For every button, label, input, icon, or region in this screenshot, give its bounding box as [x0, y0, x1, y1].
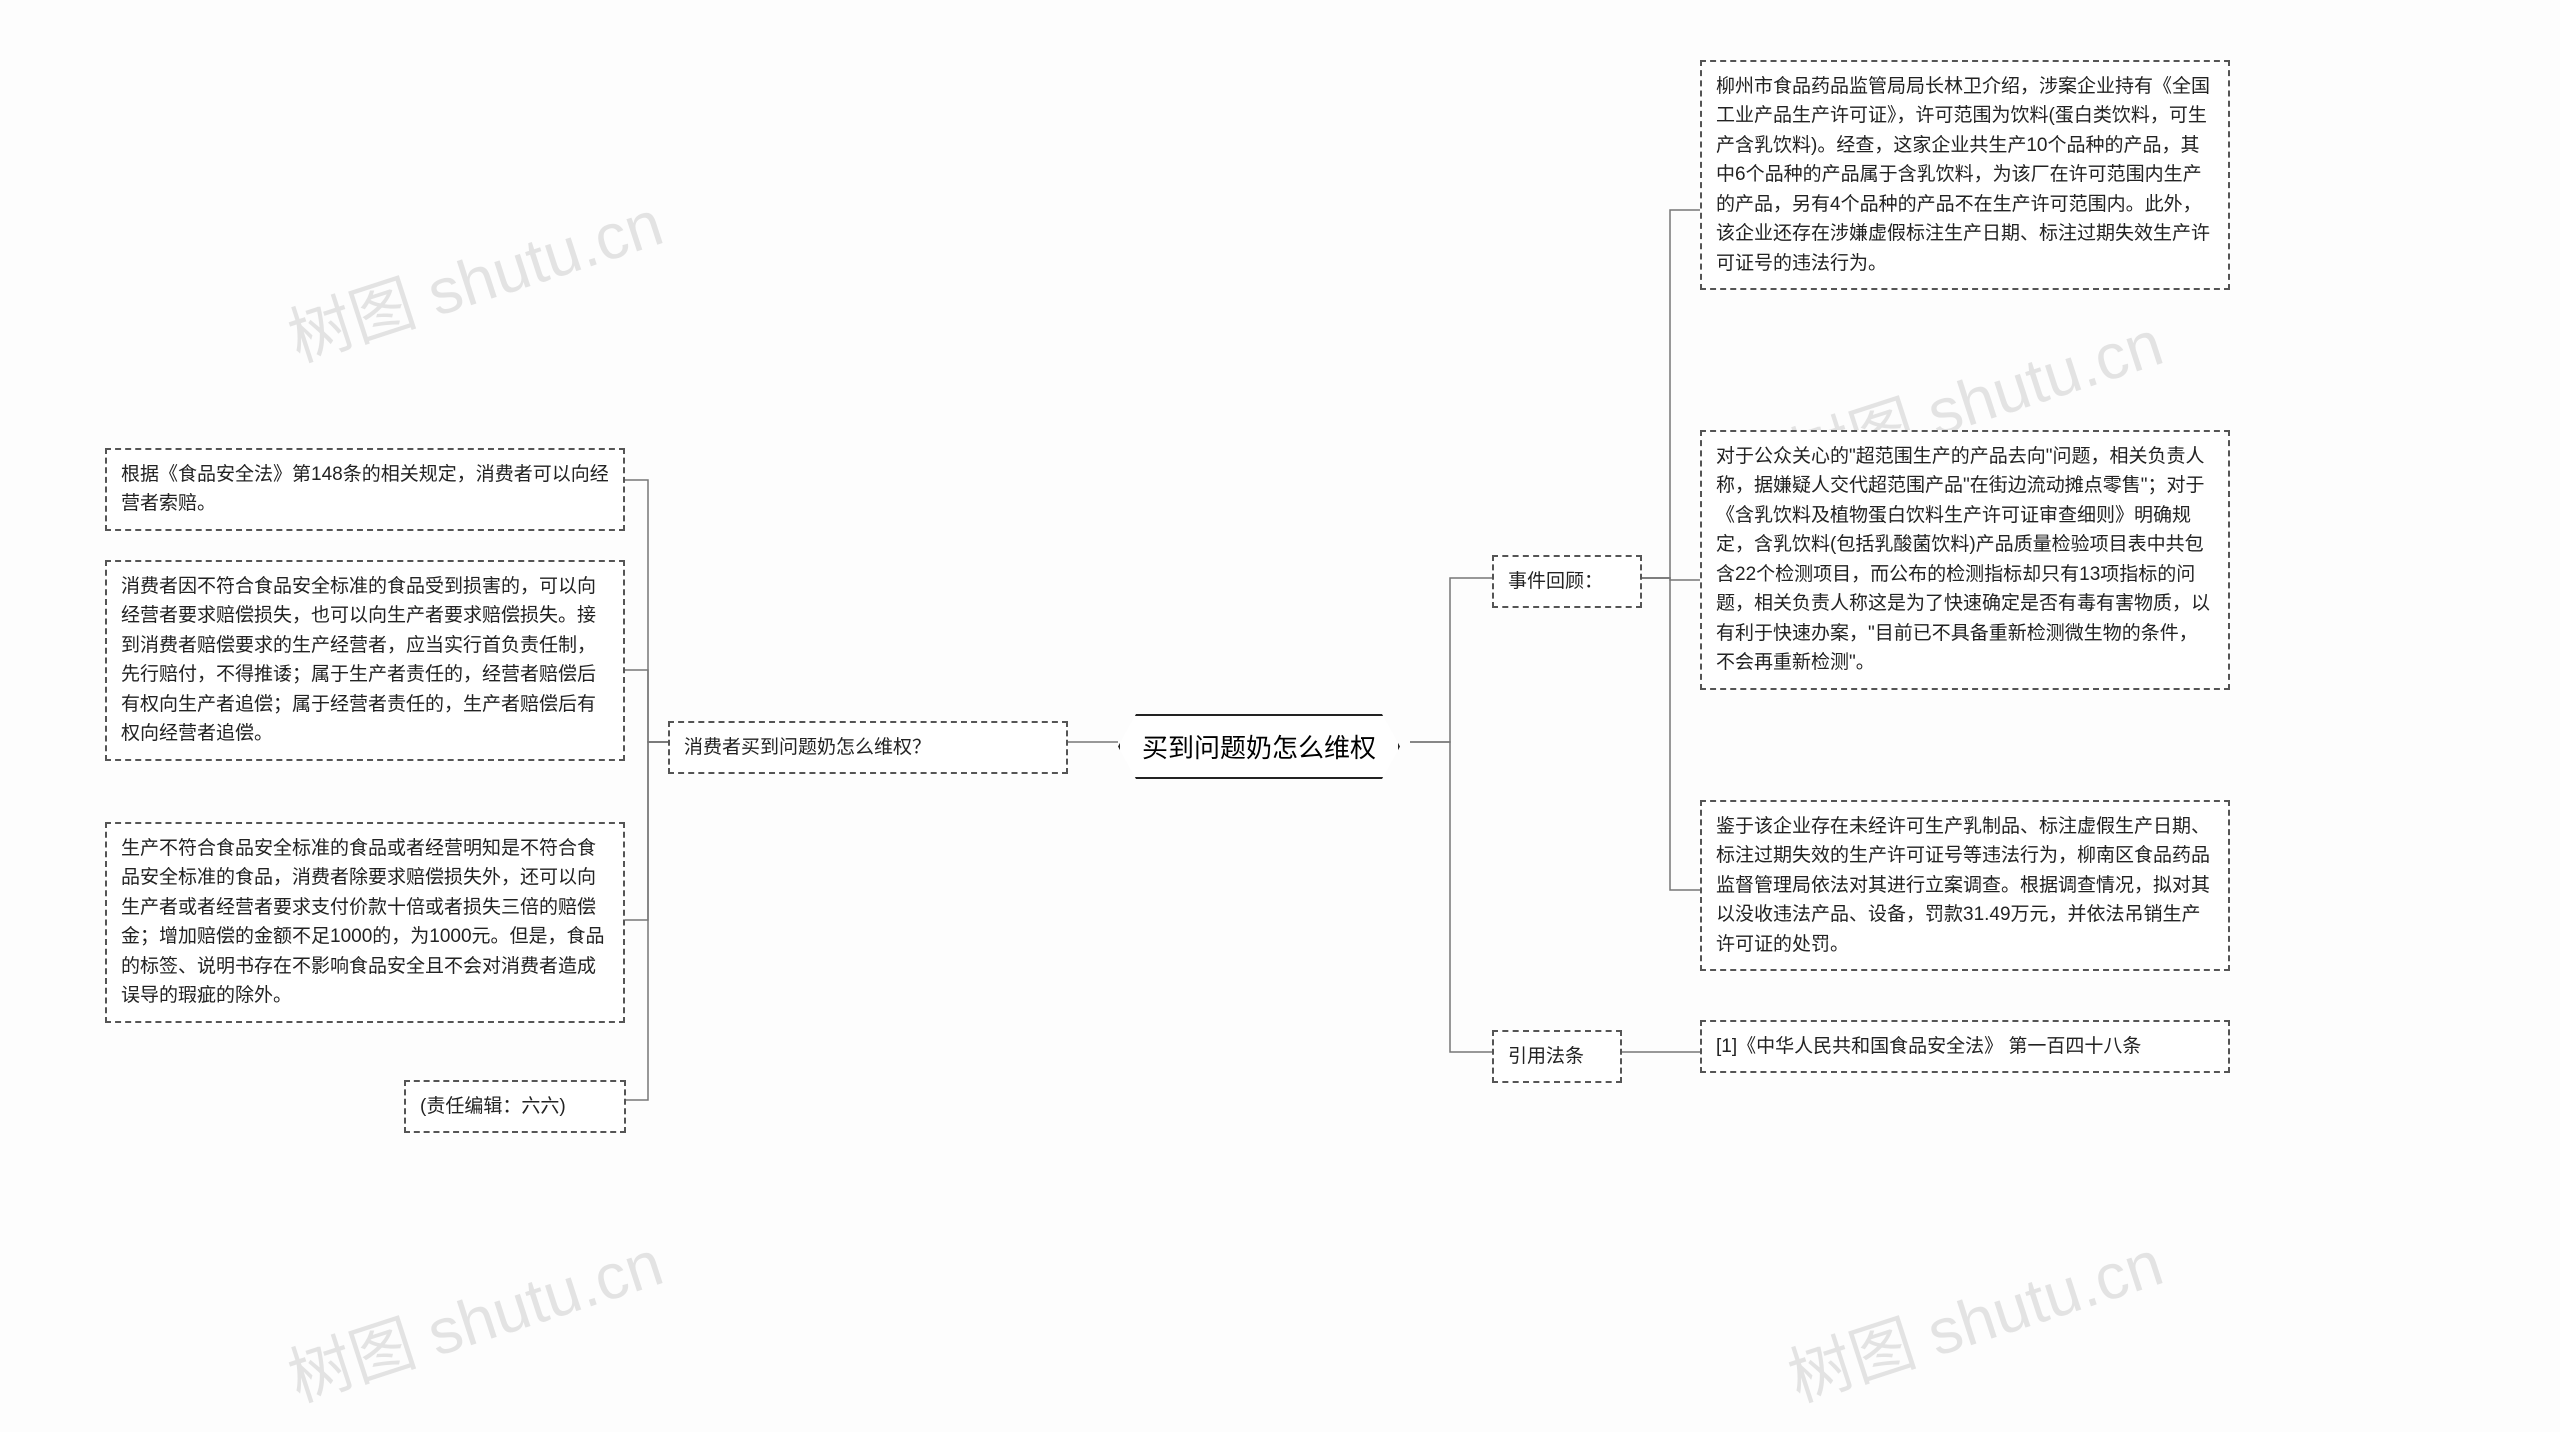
right-leaf-text: 对于公众关心的"超范围生产的产品去向"问题，相关负责人称，据嫌疑人交代超范围产品… [1716, 446, 2210, 673]
right-leaf-text: 鉴于该企业存在未经许可生产乳制品、标注虚假生产日期、标注过期失效的生产许可证号等… [1716, 816, 2210, 955]
watermark: 树图 shutu.cn [1775, 1212, 2172, 1419]
left-leaf-text: 生产不符合食品安全标准的食品或者经营明知是不符合食品安全标准的食品，消费者除要求… [121, 838, 605, 1006]
left-leaf-text: 消费者因不符合食品安全标准的食品受到损害的，可以向经营者要求赔偿损失，也可以向生… [121, 576, 596, 744]
right-branch-text: 事件回顾： [1508, 571, 1603, 592]
right-leaf-text: 柳州市食品药品监管局局长林卫介绍，涉案企业持有《全国工业产品生产许可证》，许可范… [1716, 76, 2210, 274]
right-branch-1-label: 引用法条 [1492, 1030, 1622, 1083]
left-branch-label: 消费者买到问题奶怎么维权？ [668, 721, 1068, 774]
right-leaf-1-0: [1]《中华人民共和国食品安全法》 第一百四十八条 [1700, 1020, 2230, 1073]
right-branch-0-label: 事件回顾： [1492, 555, 1642, 608]
watermark: 树图 shutu.cn [275, 172, 672, 379]
left-leaf-2: 生产不符合食品安全标准的食品或者经营明知是不符合食品安全标准的食品，消费者除要求… [105, 822, 625, 1023]
left-leaf-3: (责任编辑：六六) [404, 1080, 626, 1133]
root-label: 买到问题奶怎么维权 [1142, 733, 1376, 763]
right-leaf-0-0: 柳州市食品药品监管局局长林卫介绍，涉案企业持有《全国工业产品生产许可证》，许可范… [1700, 60, 2230, 290]
right-leaf-0-2: 鉴于该企业存在未经许可生产乳制品、标注虚假生产日期、标注过期失效的生产许可证号等… [1700, 800, 2230, 971]
left-leaf-0: 根据《食品安全法》第148条的相关规定，消费者可以向经营者索赔。 [105, 448, 625, 531]
right-leaf-0-1: 对于公众关心的"超范围生产的产品去向"问题，相关负责人称，据嫌疑人交代超范围产品… [1700, 430, 2230, 690]
right-branch-text: 引用法条 [1508, 1046, 1584, 1067]
left-leaf-text: (责任编辑：六六) [420, 1096, 566, 1117]
root-node: 买到问题奶怎么维权 [1118, 714, 1400, 779]
left-branch-text: 消费者买到问题奶怎么维权？ [684, 737, 931, 758]
right-leaf-text: [1]《中华人民共和国食品安全法》 第一百四十八条 [1716, 1036, 2141, 1057]
left-leaf-text: 根据《食品安全法》第148条的相关规定，消费者可以向经营者索赔。 [121, 464, 609, 514]
watermark: 树图 shutu.cn [275, 1212, 672, 1419]
left-leaf-1: 消费者因不符合食品安全标准的食品受到损害的，可以向经营者要求赔偿损失，也可以向生… [105, 560, 625, 761]
